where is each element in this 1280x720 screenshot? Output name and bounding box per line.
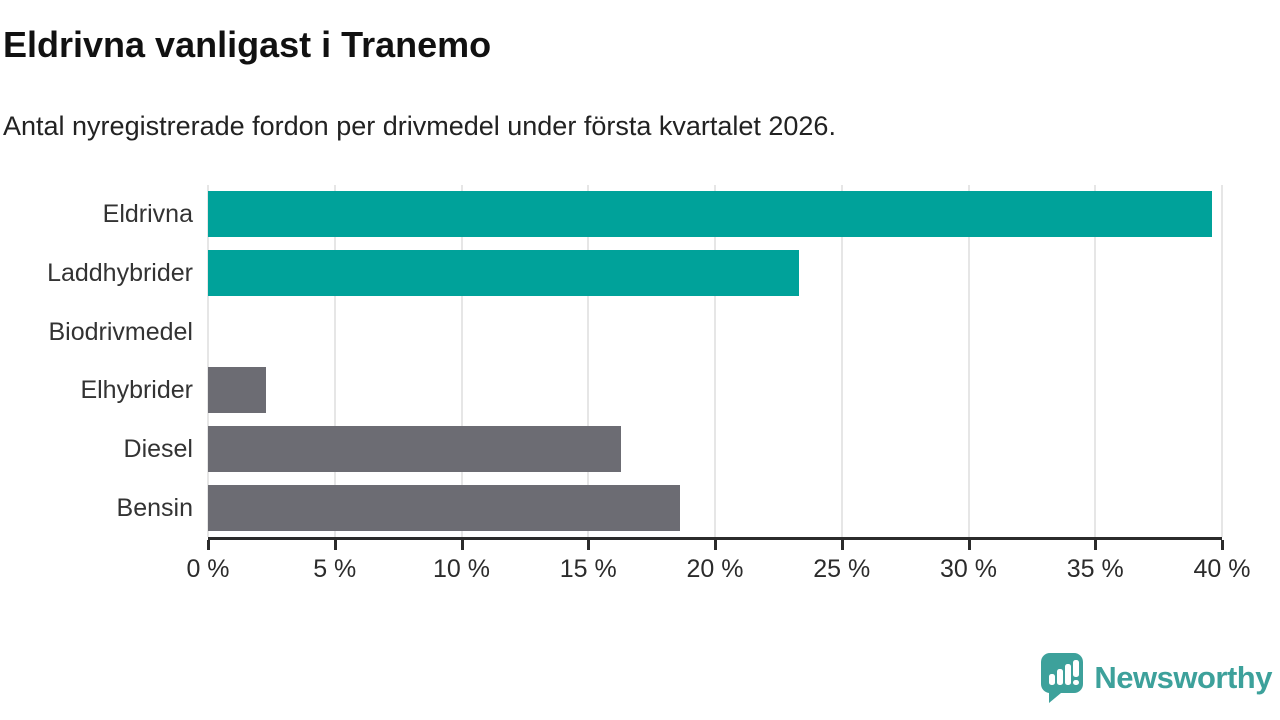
gridline bbox=[1094, 185, 1097, 537]
axis-tick bbox=[840, 540, 844, 550]
axis-tick bbox=[587, 540, 591, 550]
x-tick-label: 15 % bbox=[559, 555, 617, 583]
axis-tick bbox=[207, 540, 210, 550]
bar-diesel bbox=[208, 426, 622, 472]
gridline bbox=[587, 185, 590, 537]
category-label-diesel: Diesel bbox=[123, 435, 193, 463]
category-label-elhybrider: Elhybrider bbox=[80, 376, 193, 405]
x-tick-label: 20 % bbox=[686, 555, 744, 583]
brand-name: Newsworthy bbox=[1094, 660, 1272, 695]
bar-bensin bbox=[208, 484, 680, 531]
gridline bbox=[967, 185, 970, 537]
x-tick-label: 5 % bbox=[313, 555, 357, 583]
gridline bbox=[840, 185, 843, 537]
newsworthy-logo-icon bbox=[1041, 653, 1084, 703]
plot-area: 0 % 5 % 10 % 15 % 20 % 25 % 30 % 35 % 40 % bbox=[186, 185, 1250, 583]
gridline bbox=[1221, 185, 1223, 537]
x-tick-label: 10 % bbox=[433, 555, 490, 583]
bar-elhybrider bbox=[208, 367, 267, 414]
category-label-laddhybrider: Laddhybrider bbox=[47, 259, 193, 287]
category-label-bensin: Bensin bbox=[116, 493, 193, 522]
gridline bbox=[333, 185, 336, 537]
axis-tick bbox=[460, 540, 464, 550]
brand-footer: Newsworthy bbox=[1040, 652, 1272, 704]
chart-title: Eldrivna vanligast i Tranemo bbox=[3, 24, 492, 65]
x-tick-label: 25 % bbox=[813, 555, 871, 583]
axis-tick bbox=[1221, 540, 1224, 550]
axis-tick bbox=[1094, 540, 1098, 550]
gridline bbox=[460, 185, 463, 537]
axis-tick bbox=[967, 540, 971, 550]
bar-laddhybrider bbox=[208, 250, 799, 296]
gridline bbox=[714, 185, 716, 537]
category-label-biodrivmedel: Biodrivmedel bbox=[48, 317, 193, 346]
x-tick-label: 35 % bbox=[1066, 555, 1124, 583]
gridline bbox=[207, 185, 209, 537]
axis-tick bbox=[333, 540, 337, 550]
x-tick-label: 30 % bbox=[940, 555, 997, 583]
category-label-eldrivna: Eldrivna bbox=[102, 200, 193, 229]
bar-eldrivna bbox=[208, 191, 1212, 238]
axis-tick bbox=[714, 540, 717, 550]
x-tick-label: 0 % bbox=[186, 555, 230, 583]
chart-subtitle: Antal nyregistrerade fordon per drivmede… bbox=[3, 111, 836, 141]
x-tick-label: 40 % bbox=[1193, 555, 1251, 583]
